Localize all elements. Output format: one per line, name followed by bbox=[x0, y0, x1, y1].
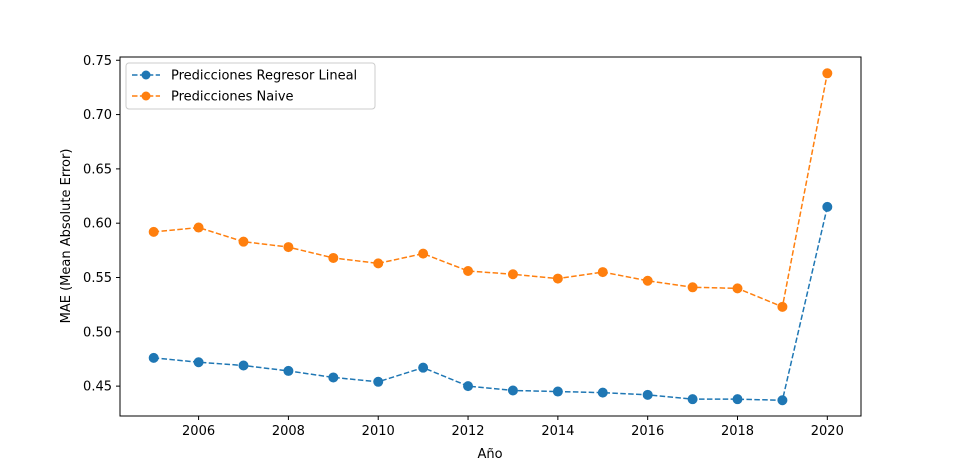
data-point bbox=[777, 301, 788, 312]
plot-area bbox=[120, 57, 861, 416]
series-1 bbox=[148, 68, 833, 312]
y-tick-label: 0.65 bbox=[83, 162, 112, 177]
data-point bbox=[283, 242, 294, 253]
data-point bbox=[732, 394, 743, 405]
data-point bbox=[552, 386, 563, 397]
x-tick-label: 2016 bbox=[631, 424, 664, 439]
data-point bbox=[148, 226, 159, 237]
data-point bbox=[193, 222, 204, 233]
x-tick-label: 2008 bbox=[272, 424, 305, 439]
y-tick-label: 0.50 bbox=[83, 325, 112, 340]
y-tick-label: 0.75 bbox=[83, 54, 112, 69]
data-point bbox=[373, 376, 384, 387]
data-point bbox=[552, 273, 563, 284]
legend-marker bbox=[141, 70, 151, 80]
y-axis-label: MAE (Mean Absolute Error) bbox=[59, 149, 74, 324]
legend-label: Predicciones Naive bbox=[171, 90, 294, 105]
data-point bbox=[373, 258, 384, 269]
plot-frame bbox=[119, 56, 862, 417]
x-tick-label: 2012 bbox=[451, 424, 484, 439]
data-point bbox=[283, 365, 294, 376]
x-tick-label: 2010 bbox=[362, 424, 395, 439]
data-point bbox=[732, 283, 743, 294]
x-tick-label: 2020 bbox=[811, 424, 844, 439]
series-line bbox=[153, 73, 829, 308]
data-point bbox=[822, 68, 833, 79]
y-tick-label: 0.70 bbox=[83, 108, 112, 123]
data-point bbox=[777, 395, 788, 406]
data-point bbox=[238, 360, 249, 371]
legend-box bbox=[125, 62, 376, 110]
x-tick-label: 2014 bbox=[541, 424, 574, 439]
data-point bbox=[597, 267, 608, 278]
x-tick-label: 2006 bbox=[182, 424, 215, 439]
data-point bbox=[328, 252, 339, 263]
legend-label: Predicciones Regresor Lineal bbox=[171, 69, 357, 84]
x-axis-label: Año bbox=[477, 447, 502, 462]
x-tick-label: 2018 bbox=[721, 424, 754, 439]
data-point bbox=[238, 236, 249, 247]
data-point bbox=[687, 394, 698, 405]
series-layer bbox=[148, 68, 833, 406]
data-point bbox=[687, 282, 698, 293]
y-tick-label: 0.55 bbox=[83, 271, 112, 286]
data-point bbox=[418, 248, 429, 259]
data-point bbox=[463, 265, 474, 276]
data-point bbox=[193, 357, 204, 368]
data-point bbox=[642, 389, 653, 400]
legend-marker bbox=[141, 91, 151, 101]
data-point bbox=[597, 387, 608, 398]
data-point bbox=[328, 372, 339, 383]
series-0 bbox=[148, 201, 833, 406]
data-point bbox=[418, 362, 429, 373]
series-line bbox=[153, 206, 829, 402]
y-tick-label: 0.45 bbox=[83, 380, 112, 395]
data-point bbox=[822, 201, 833, 212]
axes-layer: 2006 2008 2010 2012 2014 2016 2018 2020 0.45 0.50… bbox=[83, 54, 844, 439]
data-point bbox=[463, 381, 474, 392]
data-point bbox=[507, 385, 518, 396]
data-point bbox=[642, 275, 653, 286]
y-tick-label: 0.60 bbox=[83, 217, 112, 232]
data-point bbox=[507, 269, 518, 280]
data-point bbox=[148, 352, 159, 363]
legend: Predicciones Regresor Lineal Predicciones… bbox=[125, 62, 376, 110]
